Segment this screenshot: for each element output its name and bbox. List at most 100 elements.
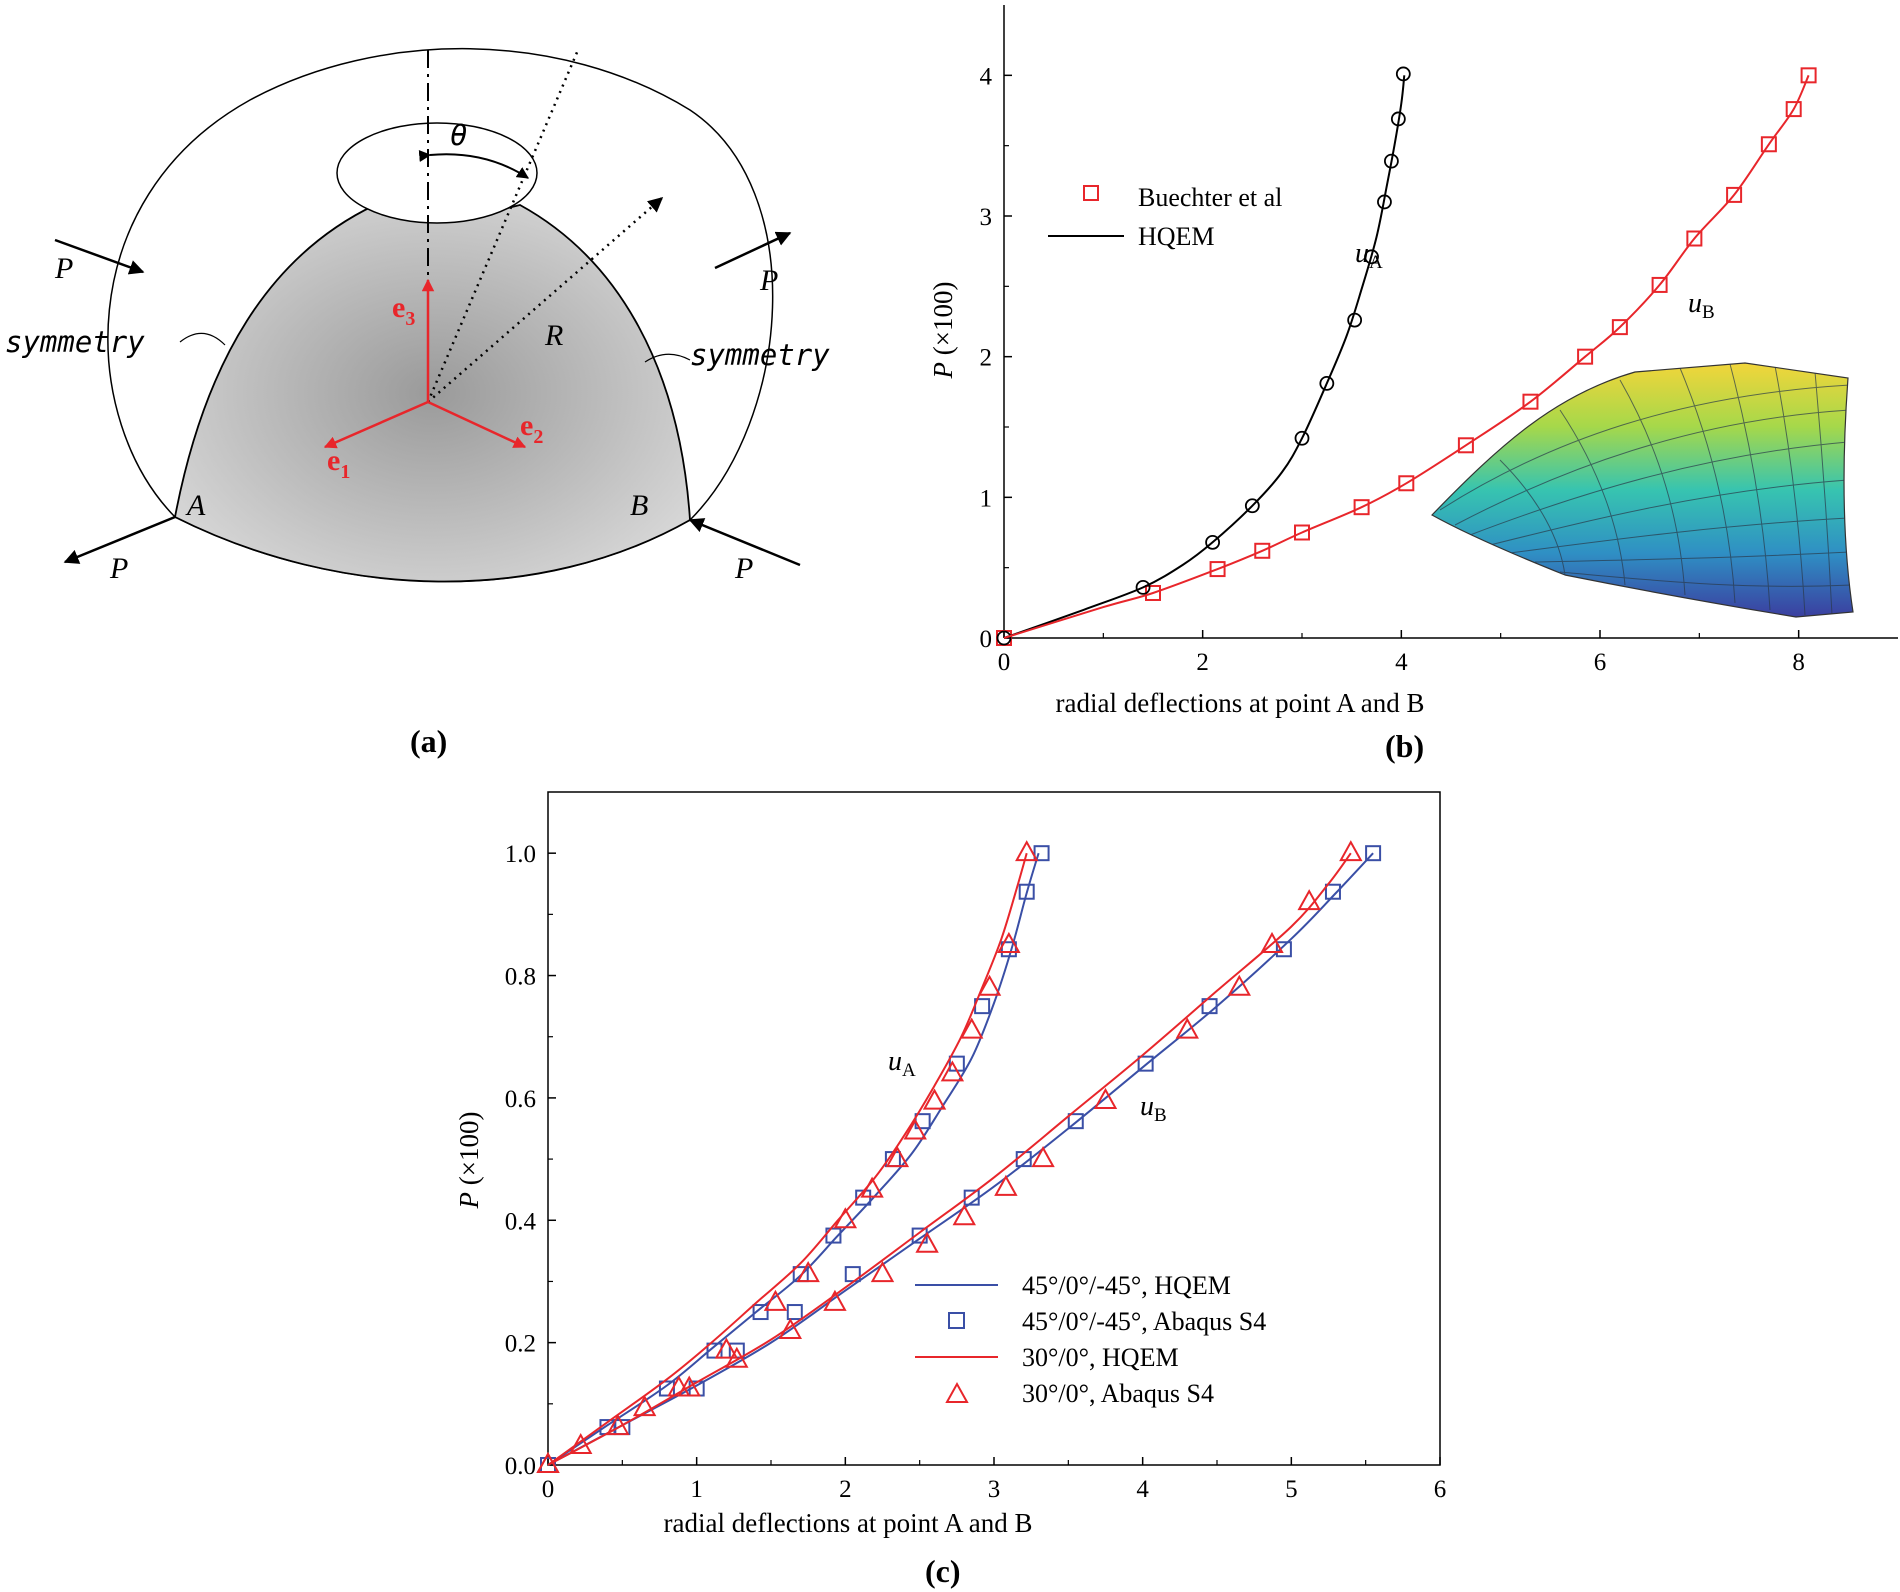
c-xlabel: radial deflections at point A and B	[664, 1508, 1033, 1538]
b-y-tick-label: 4	[980, 63, 993, 90]
panel-b-label: (b)	[1385, 728, 1424, 764]
c-plot-frame	[547, 791, 1441, 1466]
b-y-tick-label: 1	[980, 485, 993, 512]
b-series-1-marker	[1205, 534, 1220, 550]
panel-c-label: (c)	[925, 1553, 961, 1589]
c-series-2-marker-b	[1201, 998, 1218, 1015]
b-x-tick-label: 2	[1196, 649, 1209, 676]
c-series-5-marker	[714, 1337, 739, 1359]
c-series-2-marker	[752, 1304, 769, 1321]
c-series-2-marker-b	[1067, 1113, 1084, 1130]
c-series-5-marker-b	[569, 1432, 593, 1455]
axes-c: 0 1 2 3 4 5 6 0.0 0.2 0.4 0.6 0.8 1.0	[505, 791, 1447, 1503]
radius-label: R	[544, 319, 563, 352]
c-x-tick-label: 6	[1434, 1476, 1447, 1503]
c-series-5-marker	[1015, 840, 1039, 862]
c-legend-label-30-hqem: 30°/0°, HQEM	[1022, 1343, 1179, 1372]
c-series-5-marker	[940, 1060, 965, 1082]
symmetry-label-right: symmetry	[690, 338, 830, 372]
c-series-5-marker-b	[778, 1317, 803, 1340]
c-y-tick-label: 1.0	[505, 841, 536, 868]
b-series-0-marker	[1785, 101, 1802, 118]
dotted-radius-R	[427, 197, 664, 403]
b-series-0-marker	[1353, 499, 1370, 516]
b-series-0-marker	[1651, 276, 1668, 293]
c-series-5-marker	[960, 1017, 984, 1039]
e1-label: e1	[327, 444, 350, 483]
c-series-5-marker	[860, 1176, 884, 1198]
c-y-tick-label: 0.0	[505, 1453, 536, 1480]
axes-b: 0 2 4 6 8 0 1 2 3 4	[980, 5, 1898, 676]
b-ua-annotation: uA	[1355, 238, 1383, 273]
c-series-2-marker	[1000, 941, 1017, 958]
load-label-bottom-right: P	[734, 552, 753, 585]
c-series-2-marker-b	[1275, 941, 1292, 958]
b-series-1-marker	[996, 630, 1012, 646]
c-series-line-0	[547, 852, 1040, 1466]
point-A-label: A	[185, 489, 206, 522]
c-series-2-marker	[1033, 845, 1050, 862]
vector-e2	[427, 400, 527, 449]
c-series-5-marker-b	[677, 1375, 701, 1397]
theta-label: θ	[450, 118, 467, 152]
panel-a-diagram: θ R e3 e1 e2 A B P P P P symmetry symmet…	[5, 48, 830, 759]
b-series-0-marker	[1726, 186, 1743, 203]
b-series-0-marker	[1686, 230, 1703, 247]
c-series-5-marker-b	[536, 1451, 560, 1473]
c-ua-annotation: uA	[888, 1046, 916, 1081]
b-series-0-marker	[1577, 348, 1594, 365]
b-ylabel: P (×100)	[928, 282, 958, 380]
panel-c-chart: 0 1 2 3 4 5 6 0.0 0.2 0.4 0.6 0.8 1.0 radial deflect…	[454, 791, 1447, 1589]
load-arrow-bottom-left	[63, 515, 176, 564]
b-legend: Buechter et al HQEM	[1048, 183, 1282, 251]
load-arrow-top-left	[54, 238, 145, 275]
c-legend: 45°/0°/-45°, HQEM 45°/0°/-45°, Abaqus S4…	[915, 1271, 1266, 1408]
c-series-5-marker-b	[1227, 974, 1251, 996]
shell-section	[173, 204, 691, 583]
load-label-top-right: P	[759, 264, 778, 297]
c-legend-marker-45-abaqus	[948, 1312, 965, 1329]
c-series-2-marker-b	[786, 1304, 803, 1321]
hemisphere-outline	[107, 48, 774, 521]
load-label-top-left: P	[54, 252, 73, 285]
b-legend-label-buechter: Buechter et al	[1138, 183, 1282, 212]
c-series-5-marker	[903, 1118, 927, 1140]
c-series-5-marker-b	[870, 1261, 895, 1283]
c-x-tick-label: 3	[988, 1476, 1001, 1503]
b-xlabel: radial deflections at point A and B	[1056, 688, 1425, 718]
c-x-tick-label: 1	[690, 1476, 703, 1503]
b-series-1-marker	[1364, 249, 1379, 265]
c-ylabel: P (×100)	[454, 1112, 484, 1210]
b-series-0-marker	[1457, 437, 1474, 454]
load-arrow-top-right	[714, 231, 792, 270]
point-B-label: B	[630, 489, 648, 522]
c-series-2-marker-b	[963, 1189, 980, 1206]
c-series-5-marker	[606, 1414, 630, 1436]
c-legend-marker-30-abaqus	[945, 1381, 969, 1403]
e3-label: e3	[392, 291, 415, 330]
symmetry-label-left: symmetry	[5, 325, 145, 359]
b-series-line-3	[1003, 74, 1810, 639]
c-series-5-marker	[833, 1207, 858, 1229]
c-series-5-marker-b	[1260, 931, 1284, 953]
b-series-0-marker	[1522, 393, 1539, 410]
b-x-tick-label: 4	[1395, 649, 1408, 676]
b-series-1-marker	[1244, 498, 1260, 514]
c-series-line-1	[547, 852, 1374, 1466]
b-x-tick-label: 8	[1792, 649, 1805, 676]
c-series-5-marker-b	[952, 1204, 976, 1226]
e2-label: e2	[520, 409, 543, 448]
b-series-0-marker	[1760, 136, 1777, 153]
c-series-2-marker-b	[1324, 883, 1341, 900]
c-legend-label-45-hqem: 45°/0°/-45°, HQEM	[1022, 1271, 1231, 1300]
b-y-tick-label: 3	[980, 204, 993, 231]
c-series-2-marker	[706, 1342, 723, 1359]
top-opening	[336, 122, 538, 224]
c-y-tick-label: 0.2	[505, 1331, 536, 1358]
c-series-5-marker-b	[1031, 1146, 1055, 1168]
c-series-line-3	[547, 852, 1028, 1466]
deformed-mesh-inset	[1431, 362, 1854, 618]
b-y-tick-label: 0	[980, 626, 993, 653]
c-legend-label-45-abaqus: 45°/0°/-45°, Abaqus S4	[1022, 1307, 1266, 1336]
